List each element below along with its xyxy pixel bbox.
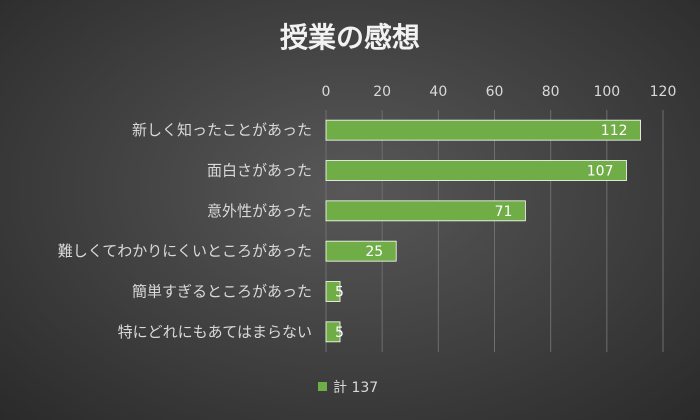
chart-title: 授業の感想 xyxy=(279,21,420,54)
x-tick-label: 100 xyxy=(593,84,620,100)
data-label: 71 xyxy=(495,204,513,220)
data-labels: 112 107 71 25 5 5 xyxy=(335,123,627,341)
x-tick-label: 40 xyxy=(429,84,447,100)
bar xyxy=(325,321,341,343)
x-axis-ticks: 0 20 40 60 80 100 120 xyxy=(322,84,677,100)
x-tick-label: 60 xyxy=(486,84,504,100)
category-label: 難しくてわかりにくいところがあった xyxy=(58,242,312,260)
category-label: 新しく知ったことがあった xyxy=(132,121,312,139)
data-label: 5 xyxy=(335,285,344,301)
legend-label: 計 137 xyxy=(333,380,378,396)
bar xyxy=(325,240,397,262)
data-label: 107 xyxy=(587,164,614,180)
x-tick-label: 20 xyxy=(373,84,391,100)
gridlines xyxy=(325,110,664,352)
category-label: 簡単すぎるところがあった xyxy=(132,283,312,301)
x-tick-label: 80 xyxy=(542,84,560,100)
category-label: 特にどれにもあてはまらない xyxy=(118,323,312,341)
x-tick-label: 0 xyxy=(322,84,331,100)
category-label: 意外性があった xyxy=(207,202,312,220)
bar xyxy=(325,119,641,141)
data-label: 25 xyxy=(365,244,383,260)
legend: 計 137 xyxy=(318,380,378,396)
bar xyxy=(325,160,627,181)
x-tick-label: 120 xyxy=(650,84,677,100)
bars xyxy=(325,119,641,343)
category-label: 面白さがあった xyxy=(207,162,312,180)
data-label: 112 xyxy=(601,123,628,139)
data-label: 5 xyxy=(335,325,344,341)
category-labels: 新しく知ったことがあった面白さがあった意外性があった難しくてわかりにくいところが… xyxy=(58,121,312,341)
legend-swatch xyxy=(318,382,327,391)
bar xyxy=(325,281,341,302)
bar xyxy=(325,200,526,222)
